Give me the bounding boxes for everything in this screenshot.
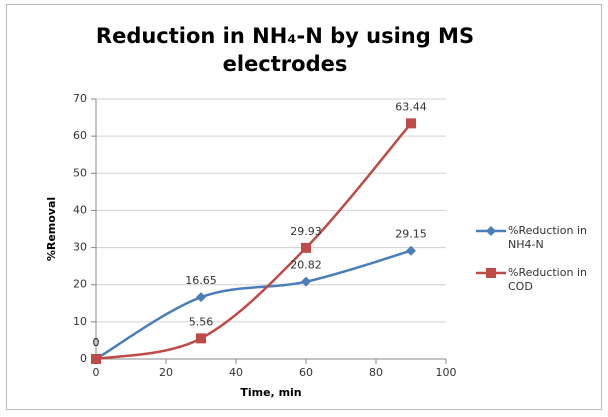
x-tick-label: 100	[436, 366, 457, 379]
series-line	[95, 122, 412, 361]
y-tick-label: 20	[73, 278, 87, 291]
x-tick-label: 60	[299, 366, 313, 379]
data-label: 29.15	[395, 228, 427, 241]
data-label: 16.65	[185, 274, 217, 287]
chart-title: Reduction in NH₄-N by using MS electrode…	[95, 24, 475, 76]
data-label: 0	[93, 336, 100, 349]
y-tick-label: 10	[73, 315, 87, 328]
data-point	[406, 118, 416, 129]
chart-frame	[6, 4, 602, 410]
legend-swatch-marker	[486, 226, 496, 236]
data-point	[196, 333, 206, 344]
data-point	[196, 292, 206, 303]
y-tick-label: 40	[73, 203, 87, 216]
y-tick-label: 30	[73, 241, 87, 254]
x-axis-label: Time, min	[240, 386, 301, 399]
legend-swatch-marker	[486, 268, 496, 278]
legend-label: %Reduction in COD	[508, 266, 587, 293]
data-point	[301, 242, 311, 253]
data-label: 29.93	[290, 225, 322, 238]
x-tick-label: 0	[93, 366, 100, 379]
y-tick-label: 60	[73, 129, 87, 142]
legend-label: %Reduction in NH4-N	[508, 224, 587, 251]
data-point	[301, 276, 311, 287]
x-tick-label: 40	[229, 366, 243, 379]
y-tick-label: 70	[73, 92, 87, 105]
data-label: 0	[93, 336, 100, 349]
y-tick-label: 0	[80, 352, 87, 365]
x-tick-label: 80	[369, 366, 383, 379]
data-point	[406, 245, 416, 256]
data-label: 63.44	[395, 100, 427, 113]
y-axis-label: %Removal	[45, 197, 58, 261]
series-line	[95, 249, 412, 361]
data-label: 20.82	[290, 259, 322, 272]
data-point	[91, 354, 101, 364]
y-tick-label: 50	[73, 166, 87, 179]
data-label: 5.56	[189, 315, 214, 328]
x-tick-label: 20	[159, 366, 173, 379]
